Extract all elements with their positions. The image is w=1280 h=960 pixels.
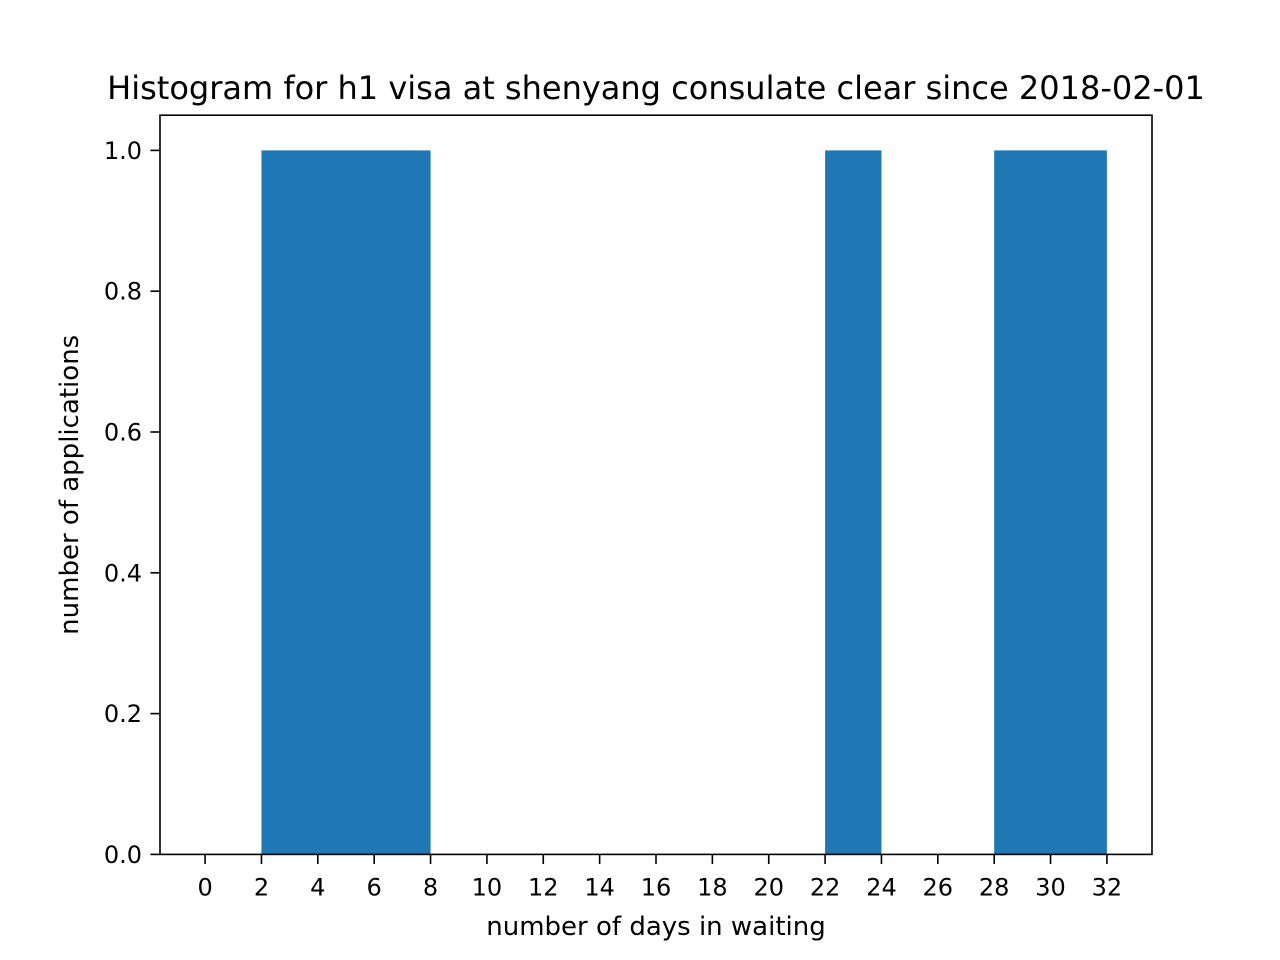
x-tick-label: 32 [1092, 873, 1123, 901]
x-tick-label: 4 [310, 873, 325, 901]
histogram-bar [994, 150, 1107, 855]
x-tick-label: 20 [753, 873, 784, 901]
x-tick-label: 2 [254, 873, 269, 901]
x-axis-label: number of days in waiting [486, 912, 826, 942]
x-tick-label: 28 [979, 873, 1010, 901]
histogram-bar [261, 150, 431, 855]
x-tick-label: 26 [923, 873, 954, 901]
x-tick-label: 6 [367, 873, 382, 901]
y-axis-label: number of applications [55, 335, 85, 635]
x-tick-label: 14 [584, 873, 615, 901]
y-tick-label: 0.2 [104, 700, 142, 728]
x-tick-label: 0 [197, 873, 212, 901]
x-tick-label: 30 [1035, 873, 1066, 901]
y-axis-ticks: 0.0 0.2 0.4 0.6 0.8 1.0 [104, 137, 160, 869]
x-tick-label: 12 [528, 873, 559, 901]
y-tick-label: 0.8 [104, 278, 142, 306]
x-tick-label: 8 [423, 873, 438, 901]
x-tick-label: 16 [641, 873, 672, 901]
x-axis-ticks: 0 2 4 6 8 10 12 14 16 18 20 22 24 26 28 30 32 [197, 854, 1122, 901]
y-tick-label: 0.4 [104, 559, 142, 587]
y-tick-label: 0.6 [104, 419, 142, 447]
x-tick-label: 24 [866, 873, 897, 901]
bars-group [261, 150, 1107, 855]
x-tick-label: 18 [697, 873, 728, 901]
y-tick-label: 0.0 [104, 841, 142, 869]
y-tick-label: 1.0 [104, 137, 142, 165]
chart-title: Histogram for h1 visa at shenyang consul… [107, 69, 1205, 107]
histogram-bar [825, 150, 882, 855]
x-tick-label: 22 [810, 873, 841, 901]
x-tick-label: 10 [472, 873, 503, 901]
